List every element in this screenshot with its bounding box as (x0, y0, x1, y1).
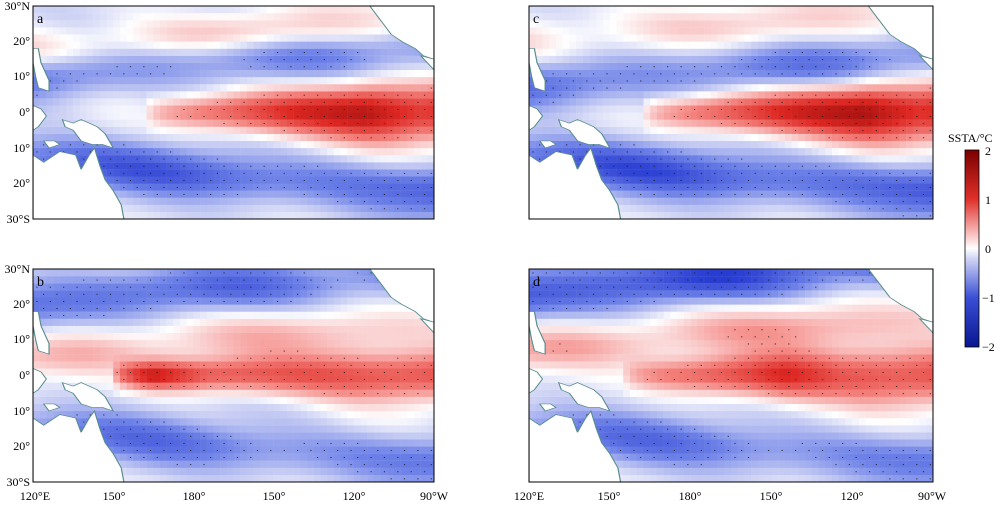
lat-tick-label: 10° (13, 69, 30, 83)
colorbar-ramp (964, 149, 980, 348)
lon-tick-label: 120°E (514, 489, 544, 503)
latitude-labels-bottom: 30°N 20° 10° 0° 10° 20° 30°S (5, 262, 31, 489)
colorbar: SSTA/°C 2 1 0 −1 −2 (948, 131, 995, 354)
panel-d-land (529, 269, 933, 482)
lat-tick-label: 20° (13, 176, 30, 190)
lon-tick-label: 90°W (918, 489, 947, 503)
lon-tick-label: 150° (103, 489, 126, 503)
lon-tick-label: 150° (263, 489, 286, 503)
colorbar-tick-label: −2 (982, 340, 995, 354)
panel-d-frame (528, 268, 934, 483)
panel-b: b (32, 268, 435, 483)
longitude-labels-right: 120°E 150° 180° 150° 120° 90°W (514, 489, 947, 503)
lon-tick-label: 120° (841, 489, 864, 503)
lat-tick-label: 30°S (7, 212, 30, 226)
lon-tick-label: 180° (183, 489, 206, 503)
lat-tick-label: 0° (19, 368, 30, 382)
lon-tick-label: 150° (760, 489, 783, 503)
latitude-labels-top: 30°N 20° 10° 0° 10° 20° 30°S (5, 0, 31, 226)
colorbar-ticks: 2 1 0 −1 −2 (982, 144, 995, 354)
colorbar-tick-label: 2 (985, 144, 991, 158)
panel-d-map (529, 269, 933, 482)
lat-tick-label: 30°N (5, 262, 31, 276)
panel-b-stippling (36, 272, 432, 480)
lon-tick-label: 150° (598, 489, 621, 503)
lat-tick-label: 10° (13, 404, 30, 418)
lat-tick-label: 10° (13, 332, 30, 346)
panel-a-label: a (37, 12, 44, 27)
colorbar-tick-label: 1 (985, 193, 991, 207)
panel-c: c (528, 5, 934, 220)
lon-tick-label: 180° (679, 489, 702, 503)
panel-b-frame (32, 268, 435, 483)
lat-tick-label: 20° (13, 297, 30, 311)
panel-b-map (33, 269, 434, 482)
panel-a-map (33, 6, 434, 219)
panel-a-frame (32, 5, 435, 220)
panel-c-map (529, 6, 933, 219)
lon-tick-label: 120°E (20, 489, 50, 503)
panel-b-land (33, 269, 434, 482)
panel-d: d (528, 268, 934, 483)
lat-tick-label: 20° (13, 34, 30, 48)
colorbar-tick-label: −1 (982, 291, 995, 305)
longitude-labels-left: 120°E 150° 180° 150° 120° 90°W (20, 489, 449, 503)
lat-tick-label: 30°S (7, 475, 30, 489)
lat-tick-label: 20° (13, 439, 30, 453)
panel-c-frame (528, 5, 934, 220)
lon-tick-label: 90°W (420, 489, 449, 503)
lat-tick-label: 10° (13, 141, 30, 155)
lat-tick-label: 30°N (5, 0, 31, 13)
panel-c-label: c (533, 12, 539, 27)
lon-tick-label: 120° (343, 489, 366, 503)
panel-a-land (33, 6, 434, 219)
colorbar-tick-label: 0 (985, 242, 991, 256)
panel-b-label: b (37, 275, 44, 290)
panel-d-label: d (533, 275, 540, 290)
panel-c-land (529, 6, 933, 219)
colorbar-title: SSTA/°C (948, 131, 993, 145)
lat-tick-label: 0° (19, 105, 30, 119)
panel-a: a (32, 5, 435, 220)
